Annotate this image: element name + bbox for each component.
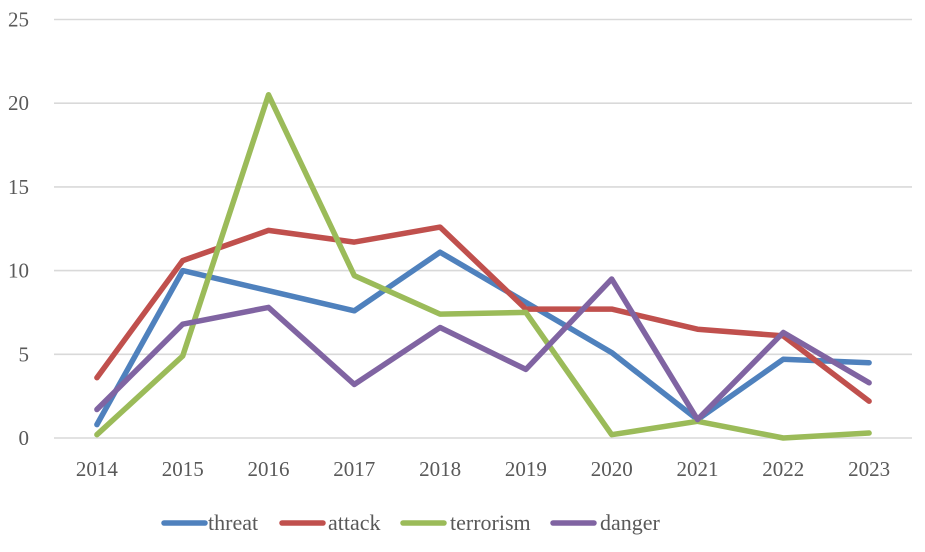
y-tick-label: 20	[8, 91, 29, 115]
y-tick-label: 5	[19, 342, 30, 366]
y-tick-label: 0	[19, 426, 30, 450]
series-line-threat	[94, 249, 872, 428]
series-line-danger	[94, 276, 872, 423]
legend-label: terrorism	[450, 510, 531, 535]
gridlines	[54, 18, 912, 439]
y-tick-label: 10	[8, 259, 29, 283]
x-tick-label: 2016	[248, 457, 290, 481]
y-axis: 0 5 10 15 20 25	[8, 8, 29, 451]
x-tick-label: 2021	[677, 457, 719, 481]
y-tick-label: 15	[8, 175, 29, 199]
legend: threat attack terrorism danger	[161, 510, 661, 535]
legend-item-terrorism: terrorism	[400, 510, 531, 535]
y-tick-label: 25	[8, 8, 29, 32]
x-tick-label: 2022	[762, 457, 804, 481]
x-tick-label: 2023	[848, 457, 890, 481]
legend-label: attack	[328, 510, 381, 535]
legend-item-threat: threat	[161, 510, 258, 535]
x-tick-label: 2018	[419, 457, 461, 481]
x-tick-label: 2019	[505, 457, 547, 481]
x-axis: 2014 2015 2016 2017 2018 2019 2020 2021 2022 2023	[76, 457, 890, 481]
legend-item-attack: attack	[279, 510, 381, 535]
x-tick-label: 2014	[76, 457, 119, 481]
series-line-attack	[94, 224, 872, 404]
legend-item-danger: danger	[550, 510, 661, 535]
x-tick-label: 2015	[162, 457, 204, 481]
legend-label: danger	[600, 510, 661, 535]
x-tick-label: 2020	[591, 457, 633, 481]
series-line-terrorism	[94, 92, 872, 441]
x-tick-label: 2017	[333, 457, 375, 481]
legend-label: threat	[208, 510, 258, 535]
series-lines	[94, 92, 872, 441]
